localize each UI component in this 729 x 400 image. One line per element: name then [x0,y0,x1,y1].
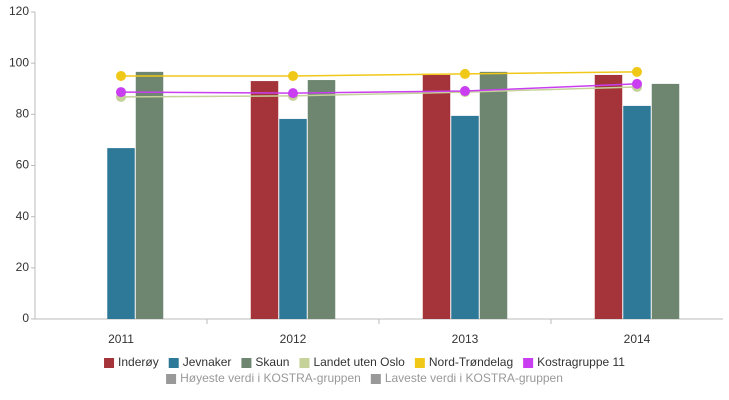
bar [307,80,336,319]
point [460,68,470,79]
legend-label: Skaun [255,355,289,369]
legend-swatch [241,358,252,368]
line [120,83,638,94]
legend-label: Inderøy [118,355,159,369]
legend-swatch [168,358,179,368]
y-tick-label: 120 [9,4,29,18]
point [288,88,298,99]
point [460,86,470,97]
y-tick-label: 0 [22,311,29,325]
legend-label: Jevnaker [183,355,232,369]
bar [422,74,451,319]
legend-label: Landet uten Oslo [313,355,405,369]
legend-swatch [166,374,177,384]
x-tick-label: 2014 [624,332,651,346]
y-tick-label: 80 [16,107,30,121]
legend-swatch [104,358,115,368]
point [632,78,642,89]
bar [651,83,680,320]
point [288,70,298,81]
bar [279,118,307,320]
bar [250,81,279,319]
legend-row: Høyeste verdi i KOSTRA-gruppen Laveste ve… [166,371,563,385]
legend-label: Kostragruppe 11 [537,355,625,369]
line [121,71,638,77]
y-tick-label: 60 [16,158,30,172]
bar [135,71,164,320]
legend-swatch [299,358,310,368]
y-tick-label: 40 [16,209,30,223]
point [116,87,126,98]
bar [594,74,623,319]
bar [451,115,479,319]
line [120,86,638,98]
y-tick-label: 20 [16,260,30,274]
bar [479,71,508,320]
legend-swatch [523,358,534,368]
legend-label: Nord-Trøndelag [429,355,513,369]
legend-row: Inderøy Jevnaker Skaun Landet uten Oslo Nord… [104,355,625,369]
y-tick-label: 100 [9,55,29,69]
legend-label: Laveste verdi i KOSTRA-gruppen [385,371,563,385]
x-tick-label: 2013 [452,332,479,346]
legend-swatch [414,358,425,368]
x-tick-label: 2012 [280,332,307,346]
legend-label: Høyeste verdi i KOSTRA-gruppen [180,371,361,385]
x-tick-label: 2011 [108,332,134,346]
legend-swatch [370,374,381,384]
point [116,70,126,81]
bar [623,105,651,319]
point [632,66,642,77]
bar [107,148,135,319]
